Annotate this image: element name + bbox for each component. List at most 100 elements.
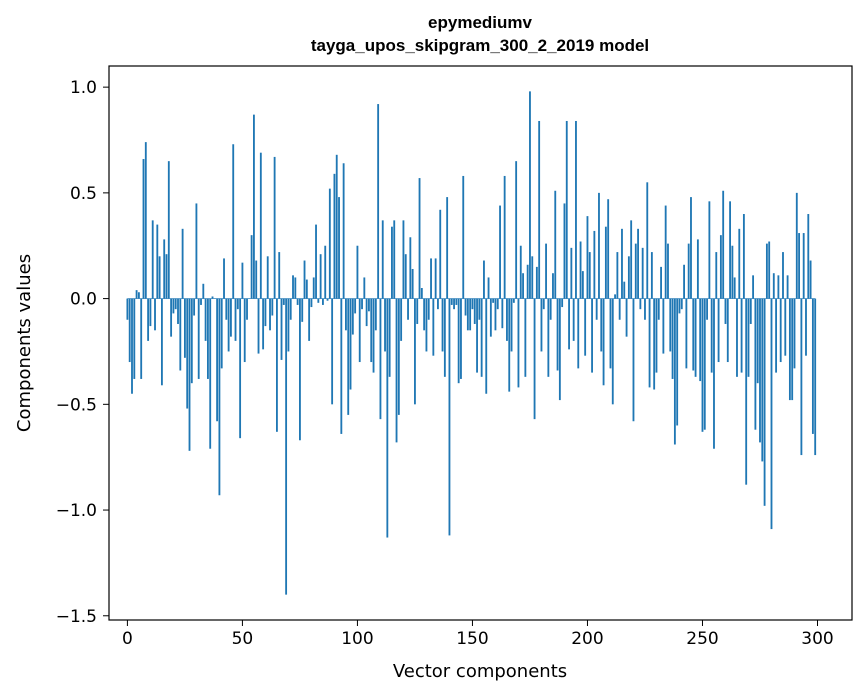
bar [593, 230, 596, 299]
y-tick-label: 1.0 [70, 78, 97, 98]
bar [549, 298, 552, 320]
bar [538, 120, 541, 299]
bar [632, 298, 635, 422]
bar [266, 256, 269, 299]
bar [784, 298, 787, 356]
bar [786, 275, 789, 299]
bar [181, 228, 184, 299]
x-axis-label: Vector components [393, 661, 567, 682]
bar [250, 235, 253, 299]
bar [777, 275, 780, 299]
bar [717, 298, 720, 363]
bar [437, 298, 439, 310]
bar [492, 298, 495, 303]
bar [775, 298, 778, 373]
bar [740, 298, 743, 373]
bar [701, 298, 704, 432]
bar [733, 277, 736, 299]
bar [425, 298, 428, 352]
bar [232, 144, 235, 299]
bar [694, 298, 697, 377]
bar [729, 201, 731, 299]
bar [234, 298, 237, 341]
x-tick-label: 250 [686, 629, 718, 649]
bar [264, 298, 267, 327]
bar [561, 298, 564, 308]
bar [131, 298, 133, 394]
bar [151, 220, 154, 299]
y-axis: 1.0 0.5 0.0 −0.5 −1.0 −1.5 [56, 78, 109, 627]
bar [655, 298, 658, 373]
bar [259, 152, 262, 299]
bar [204, 298, 207, 341]
bar [552, 273, 554, 299]
bar [572, 298, 575, 341]
bar [747, 298, 750, 377]
bar [752, 275, 755, 299]
bar [227, 298, 230, 352]
bar [407, 298, 409, 320]
bar [365, 298, 368, 327]
bar [464, 298, 467, 316]
bar [246, 298, 248, 320]
bar [395, 298, 398, 443]
bar [133, 298, 136, 379]
bar [512, 298, 515, 303]
bar [211, 296, 214, 299]
bar [303, 260, 306, 299]
bar [568, 298, 570, 350]
bar [607, 199, 610, 299]
bar [598, 192, 600, 299]
bar [506, 298, 508, 341]
bar [696, 239, 699, 299]
bar [239, 298, 242, 439]
x-tick-label: 100 [341, 629, 373, 649]
bar [581, 271, 584, 299]
bar [471, 298, 474, 310]
bar [660, 266, 662, 299]
bar [317, 298, 320, 303]
bar [706, 298, 708, 320]
bar [312, 277, 315, 299]
bar [351, 298, 354, 335]
bar [586, 216, 589, 299]
bar [453, 298, 455, 310]
bar [805, 298, 807, 356]
bar [126, 298, 129, 320]
bar [798, 233, 801, 299]
bar [469, 298, 472, 331]
bar [591, 298, 593, 373]
bar [692, 298, 695, 371]
bar [434, 258, 437, 299]
bar [687, 243, 690, 299]
bar [197, 298, 200, 379]
bar [742, 214, 745, 299]
bar [147, 298, 150, 341]
bar [257, 298, 260, 354]
bar [476, 298, 478, 373]
bar [243, 298, 246, 363]
bar [618, 298, 621, 320]
bar [315, 224, 317, 299]
bar [209, 298, 212, 449]
bar [455, 298, 458, 305]
bar [356, 245, 359, 299]
bar [788, 298, 791, 401]
bar [128, 298, 131, 363]
bar [241, 262, 244, 299]
bar [289, 298, 292, 320]
bar [142, 159, 145, 299]
bar [379, 298, 382, 420]
x-tick-label: 50 [232, 629, 254, 649]
bar [685, 298, 688, 369]
bar [292, 275, 294, 299]
bar [135, 290, 138, 299]
bar [545, 243, 547, 299]
bar [271, 298, 274, 316]
plot-frame [108, 65, 853, 621]
bar [255, 260, 258, 299]
bar [299, 298, 301, 441]
bar [402, 220, 405, 299]
bar [190, 298, 193, 384]
